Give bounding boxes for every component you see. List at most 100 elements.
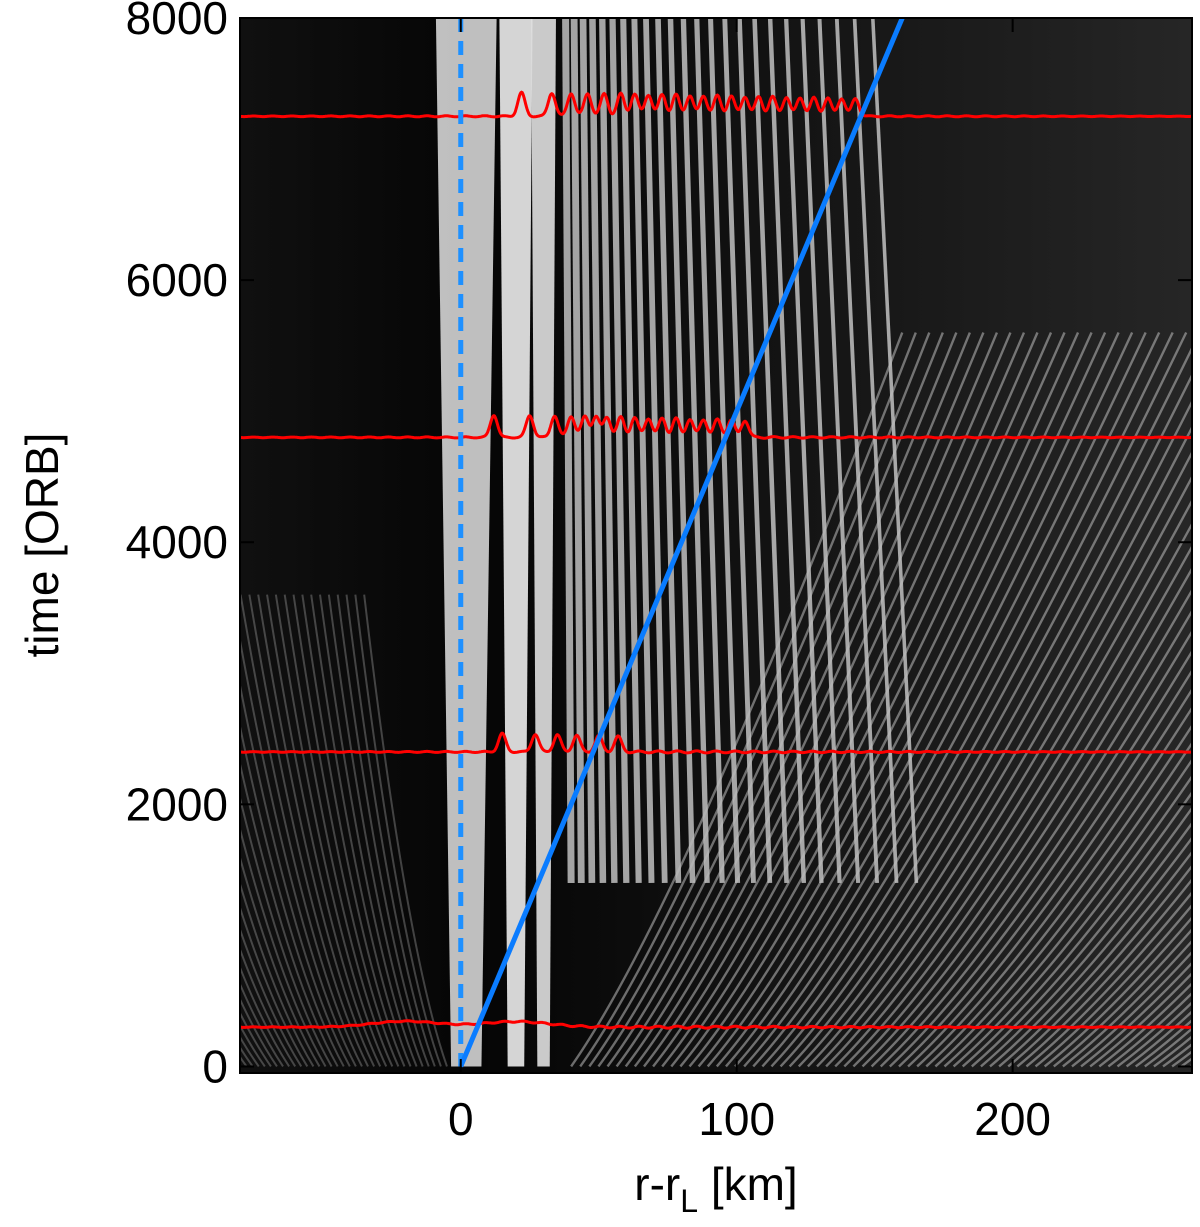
striation (943, 757, 1192, 1068)
striation (240, 1010, 272, 1068)
density-profiles (240, 90, 1192, 1030)
striation (240, 964, 290, 1067)
x-axis-label-main: r-r (634, 1158, 680, 1210)
striation (274, 594, 388, 1067)
striation (240, 926, 303, 1067)
striation (1107, 991, 1192, 1068)
stripe (562, 18, 575, 883)
stripe (631, 18, 655, 884)
stripe (620, 18, 642, 884)
y-axis-ticks: 0 2000 4000 6000 8000 (126, 0, 1192, 1092)
striation (579, 332, 917, 1068)
striation (861, 587, 1192, 1068)
striation (834, 521, 1192, 1068)
striation (761, 332, 1188, 1068)
striation (788, 399, 1192, 1068)
striation (661, 332, 1039, 1068)
striation (633, 332, 999, 1068)
striation (989, 835, 1192, 1068)
striation (934, 741, 1192, 1068)
stripe (599, 18, 618, 884)
striation (779, 372, 1192, 1068)
x-axis-ticks: 0 100 200 (448, 18, 1051, 1145)
bright-band (435, 18, 497, 1067)
striation (715, 332, 1120, 1068)
striation (807, 450, 1192, 1068)
striation (240, 594, 363, 1067)
striation (797, 424, 1192, 1068)
x-tick-label: 200 (974, 1093, 1051, 1145)
striation (615, 332, 971, 1068)
striation (240, 904, 309, 1067)
striation (1080, 961, 1192, 1068)
striation (743, 332, 1161, 1068)
plot-frame (239, 17, 1193, 1074)
striation (240, 635, 357, 1067)
wave-propagation-line (458, 18, 905, 1068)
striation (240, 854, 321, 1067)
striation (240, 825, 327, 1067)
striation (825, 498, 1192, 1068)
striation (643, 332, 1012, 1068)
striation (624, 332, 985, 1068)
x-axis-label-unit: [km] (698, 1158, 798, 1210)
striation (266, 594, 382, 1067)
stripe (609, 18, 630, 884)
bright-band (531, 18, 556, 1067)
striation (688, 332, 1080, 1068)
striation (952, 774, 1192, 1068)
striation (363, 594, 448, 1067)
striation (706, 332, 1107, 1068)
striation (1043, 915, 1192, 1068)
striation (898, 668, 1192, 1068)
striation (240, 981, 284, 1068)
striation (907, 687, 1192, 1068)
striation (240, 1063, 242, 1067)
stripe (800, 18, 842, 884)
x-axis-label: r-rL [km] (634, 1158, 797, 1219)
striation (20, 595, 210, 1067)
striation (319, 594, 418, 1067)
striation (889, 649, 1192, 1068)
striation (606, 332, 958, 1068)
stripe (708, 18, 741, 884)
striation (734, 332, 1147, 1068)
y-tick-label: 4000 (126, 516, 228, 568)
stripe (852, 18, 899, 884)
striation (240, 996, 278, 1068)
striation (240, 1055, 248, 1068)
striation (697, 332, 1093, 1068)
striation (1053, 927, 1192, 1068)
y-axis-label: time [ORB] (16, 433, 68, 658)
x-tick-label: 0 (448, 1093, 474, 1145)
stripe (579, 18, 596, 884)
striation (29, 595, 217, 1067)
striation (37, 595, 222, 1067)
striation (327, 594, 424, 1067)
striation (240, 946, 297, 1067)
striation (310, 594, 412, 1067)
striation (292, 594, 400, 1067)
stripe (783, 18, 824, 884)
stripe (667, 18, 696, 884)
striation (240, 793, 333, 1067)
stripe (655, 18, 682, 884)
striation (240, 880, 315, 1067)
striation (816, 474, 1192, 1068)
striation (588, 332, 931, 1068)
striation (843, 544, 1192, 1068)
striation (248, 594, 369, 1067)
striation (770, 345, 1192, 1068)
heatmap-wave-pattern (20, 18, 1192, 1068)
striation (852, 566, 1192, 1068)
striation (55, 595, 234, 1067)
stripe (694, 18, 725, 884)
striation (240, 721, 345, 1067)
striation (570, 332, 904, 1068)
profile-curve (240, 90, 1192, 119)
bright-band (499, 18, 533, 1067)
x-axis-label-subscript: L (680, 1183, 698, 1219)
profile-curve (240, 1019, 1192, 1030)
y-tick-label: 6000 (126, 254, 228, 306)
